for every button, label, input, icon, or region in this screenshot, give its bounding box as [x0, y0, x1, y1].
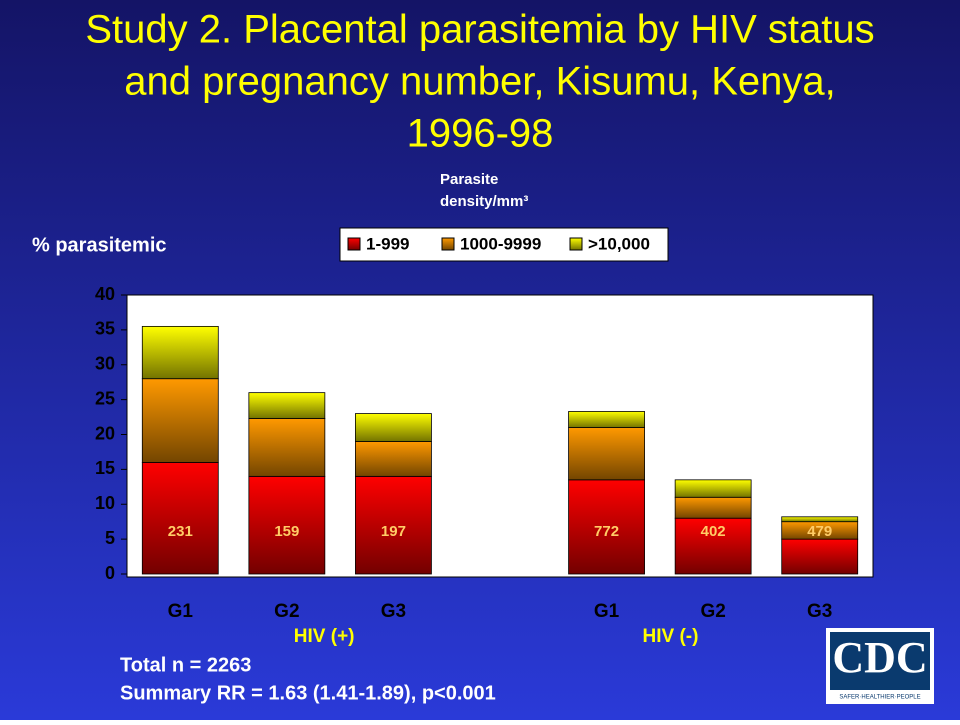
- sample-size-label: 772: [594, 523, 619, 540]
- bar-segment: [355, 413, 432, 442]
- x-tick-label: G3: [807, 601, 832, 622]
- x-tick-label: G1: [594, 601, 620, 622]
- title-line: 1996-98: [407, 112, 554, 156]
- legend-label: 1000-9999: [460, 234, 541, 253]
- title-line: and pregnancy number, Kisumu, Kenya,: [124, 60, 836, 104]
- plot-area: [126, 294, 874, 578]
- bar-segment: [781, 538, 859, 575]
- x-tick-label: G1: [168, 601, 194, 622]
- y-tick-label: 40: [95, 284, 115, 304]
- legend-label: 1-999: [366, 234, 409, 253]
- logo-text: CDC: [832, 633, 927, 682]
- group-label: HIV (+): [294, 626, 355, 647]
- group-label: HIV (-): [643, 626, 699, 647]
- bar-segment: [141, 461, 219, 575]
- y-tick-label: 30: [95, 354, 115, 374]
- y-tick-label: 20: [95, 423, 115, 443]
- bar-segment: [248, 418, 326, 477]
- legend-label: >10,000: [588, 234, 650, 253]
- bar-segment: [568, 479, 645, 575]
- bar-segment: [674, 496, 752, 519]
- y-tick-label: 25: [95, 388, 115, 408]
- y-tick-label: 35: [95, 319, 115, 339]
- legend-title: Parasite: [440, 171, 498, 188]
- logo: CDC SAFER·HEALTHIER·PEOPLE: [826, 628, 934, 704]
- legend-box: [339, 227, 669, 262]
- y-tick-label: 10: [95, 493, 115, 513]
- bar-segment: [248, 392, 326, 419]
- footnote: Summary RR = 1.63 (1.41-1.89), p<0.001: [120, 682, 496, 704]
- x-tick-label: G2: [700, 601, 725, 622]
- sample-size-label: 197: [381, 523, 406, 540]
- legend-swatch: [569, 237, 583, 251]
- x-tick-label: G3: [381, 601, 406, 622]
- footnote: Total n = 2263: [120, 654, 251, 676]
- sample-size-label: 159: [274, 523, 299, 540]
- bar-segment: [141, 325, 219, 380]
- legend-swatch: [441, 237, 455, 251]
- y-axis-label: % parasitemic: [32, 234, 167, 256]
- y-tick-label: 15: [95, 458, 115, 478]
- bar-segment: [781, 516, 859, 523]
- bar-segment: [568, 427, 645, 481]
- x-tick-label: G2: [274, 601, 299, 622]
- sample-size-label: 479: [807, 523, 832, 540]
- sample-size-label: 402: [701, 523, 726, 540]
- bar-segment: [141, 378, 219, 463]
- bar-segment: [568, 411, 645, 428]
- bar-segment: [674, 517, 752, 575]
- bar-segment: [355, 441, 432, 477]
- legend-title: density/mm³: [440, 193, 528, 210]
- logo-tagline: SAFER·HEALTHIER·PEOPLE: [839, 695, 920, 701]
- bar-segment: [674, 479, 752, 498]
- title-line: Study 2. Placental parasitemia by HIV st…: [85, 8, 874, 52]
- legend-swatch: [347, 237, 361, 251]
- sample-size-label: 231: [168, 523, 193, 540]
- y-tick-label: 0: [105, 563, 115, 583]
- y-tick-label: 5: [105, 528, 115, 548]
